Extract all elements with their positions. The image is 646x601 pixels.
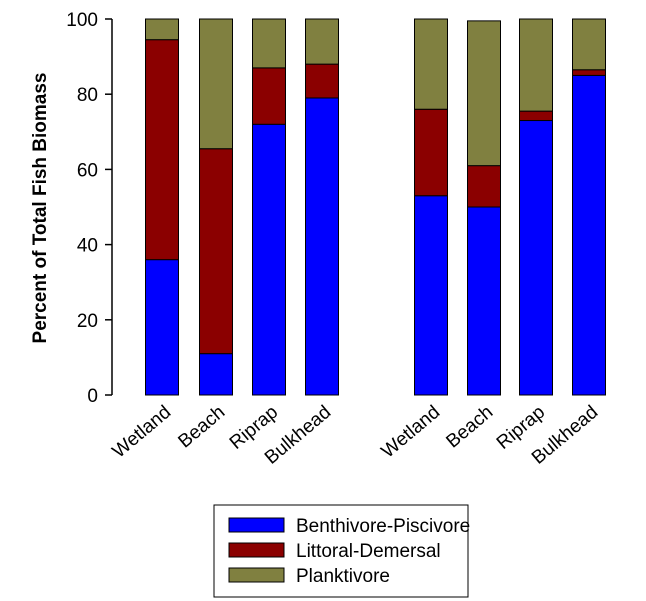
y-axis: 0 20 40 60 80 100 (66, 10, 113, 407)
bar-segment-planktivore-4 (414, 18, 448, 110)
bar-segment-benthivore-piscivore-1 (199, 353, 233, 396)
bar-segment-benthivore-piscivore-5 (467, 206, 501, 396)
legend-swatch-planktivore (228, 567, 285, 583)
bar-segment-planktivore-5 (467, 20, 501, 167)
bar-segment-littoral-demersal-1 (199, 148, 233, 355)
bar-segment-benthivore-piscivore-0 (145, 259, 179, 396)
bar-segment-benthivore-piscivore-2 (252, 123, 286, 396)
bar-segment-benthivore-piscivore-3 (305, 97, 339, 396)
bar-segment-planktivore-7 (572, 18, 606, 71)
legend: Benthivore-Piscivore Littoral-Demersal Pla… (213, 504, 470, 598)
y-axis-title: Percent of Total Fish Biomass (30, 73, 51, 344)
y-tick-label: 100 (66, 10, 98, 31)
bar-segment-littoral-demersal-4 (414, 108, 448, 197)
y-tick-label: 0 (87, 386, 98, 407)
y-tick-label: 20 (77, 311, 98, 332)
bar-segment-littoral-demersal-5 (467, 165, 501, 208)
y-tick-label: 60 (77, 160, 98, 181)
x-category-label: Wetland (109, 402, 176, 463)
bar-segment-planktivore-6 (519, 18, 553, 112)
legend-label-planktivore: Planktivore (296, 566, 390, 587)
legend-label-littoral-demersal: Littoral-Demersal (296, 541, 441, 562)
x-category-label: Beach (442, 402, 497, 453)
bar-segment-planktivore-0 (145, 18, 179, 41)
bar-segment-littoral-demersal-2 (252, 67, 286, 125)
legend-swatch-benthivore-piscivore (228, 517, 285, 533)
bar-segment-benthivore-piscivore-7 (572, 74, 606, 396)
legend-label-benthivore-piscivore: Benthivore-Piscivore (296, 516, 470, 537)
bar-segment-littoral-demersal-0 (145, 39, 179, 261)
bar-segment-planktivore-1 (199, 18, 233, 150)
y-tick-label: 40 (77, 236, 98, 257)
bar-segment-benthivore-piscivore-6 (519, 120, 553, 396)
bar-segment-planktivore-2 (252, 18, 286, 69)
bar-segment-planktivore-3 (305, 18, 339, 65)
bar-segment-littoral-demersal-3 (305, 63, 339, 99)
bar-segment-littoral-demersal-6 (519, 110, 553, 122)
plot-area (145, 18, 606, 396)
y-tick-label: 80 (77, 85, 98, 106)
bar-segment-benthivore-piscivore-4 (414, 195, 448, 396)
x-category-label: Beach (174, 402, 229, 453)
legend-swatch-littoral-demersal (228, 542, 285, 558)
x-category-label: Wetland (378, 402, 445, 463)
bar-segment-littoral-demersal-7 (572, 69, 606, 76)
